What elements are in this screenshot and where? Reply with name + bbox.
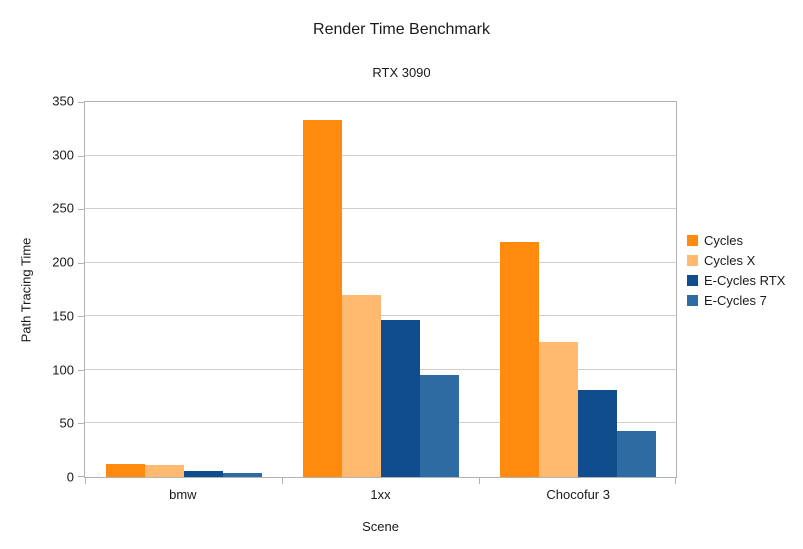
y-tick-350 xyxy=(78,102,85,103)
y-tick-150 xyxy=(78,316,85,318)
legend-swatch-e-cycles-rtx xyxy=(687,275,698,286)
bar-e-cycles-7-1xx xyxy=(419,375,459,477)
y-tick-label-200: 200 xyxy=(52,254,74,270)
x-category-label-chocofur-3: Chocofur 3 xyxy=(546,487,610,502)
bar-cycles-x-bmw xyxy=(144,465,184,477)
y-tick-label-0: 0 xyxy=(66,469,74,485)
x-tick-1 xyxy=(282,477,283,484)
y-tick-label-300: 300 xyxy=(52,147,74,163)
x-tick-3 xyxy=(675,477,676,484)
legend-swatch-e-cycles-7 xyxy=(687,295,698,306)
bar-e-cycles-7-chocofur-3 xyxy=(616,430,656,477)
x-axis-category-labels: bmw 1xx Chocofur 3 xyxy=(84,487,677,502)
x-tick-2 xyxy=(479,477,480,484)
bar-group-bmw xyxy=(85,102,282,477)
y-tick-label-250: 250 xyxy=(52,200,74,216)
legend-swatch-cycles xyxy=(687,235,698,246)
y-tick-200 xyxy=(78,262,85,264)
legend-label-cycles-x: Cycles X xyxy=(704,253,756,268)
bar-cycles-bmw xyxy=(105,464,145,477)
legend-item-cycles-x: Cycles X xyxy=(687,253,785,268)
gridline-300 xyxy=(85,154,676,156)
bar-e-cycles-rtx-1xx xyxy=(380,319,420,477)
bar-groups xyxy=(85,102,676,477)
bar-e-cycles-7-bmw xyxy=(222,472,262,477)
bar-e-cycles-rtx-bmw xyxy=(183,470,223,477)
y-tick-100 xyxy=(78,369,85,371)
y-tick-label-100: 100 xyxy=(52,362,74,378)
gridline-200 xyxy=(85,261,676,263)
x-axis-title: Scene xyxy=(362,519,399,534)
plot-area xyxy=(78,101,677,484)
y-tick-0 xyxy=(78,476,85,477)
legend-swatch-cycles-x xyxy=(687,255,698,266)
x-category-label-bmw: bmw xyxy=(169,487,197,502)
legend: Cycles Cycles X E-Cycles RTX E-Cycles 7 xyxy=(687,233,785,313)
legend-label-e-cycles-rtx: E-Cycles RTX xyxy=(704,273,786,288)
y-tick-label-50: 50 xyxy=(59,415,74,431)
gridline-250 xyxy=(85,208,676,210)
bar-group-1xx xyxy=(282,102,479,477)
bar-cycles-x-chocofur-3 xyxy=(538,342,578,477)
legend-label-e-cycles-7: E-Cycles 7 xyxy=(704,293,767,308)
bar-group-chocofur-3 xyxy=(479,102,676,477)
legend-label-cycles: Cycles xyxy=(704,233,744,248)
chart-title: Render Time Benchmark xyxy=(313,21,490,38)
legend-item-cycles: Cycles xyxy=(687,233,785,248)
bar-cycles-1xx xyxy=(302,120,342,477)
y-tick-label-150: 150 xyxy=(52,308,74,324)
x-category-label-1xx: 1xx xyxy=(370,487,391,502)
gridline-150 xyxy=(85,315,676,317)
legend-item-e-cycles-rtx: E-Cycles RTX xyxy=(687,273,785,288)
y-tick-250 xyxy=(78,209,85,211)
bar-cycles-chocofur-3 xyxy=(499,242,539,477)
bar-cycles-x-1xx xyxy=(341,294,381,477)
y-tick-50 xyxy=(78,423,85,425)
x-tick-0 xyxy=(85,477,86,484)
legend-item-e-cycles-7: E-Cycles 7 xyxy=(687,293,785,308)
chart-subtitle: RTX 3090 xyxy=(372,65,431,80)
y-tick-label-350: 350 xyxy=(52,93,74,109)
y-tick-300 xyxy=(78,155,85,157)
bar-e-cycles-rtx-chocofur-3 xyxy=(577,390,617,477)
y-axis-tick-labels: 0 50 100 150 200 250 300 350 xyxy=(0,95,84,484)
